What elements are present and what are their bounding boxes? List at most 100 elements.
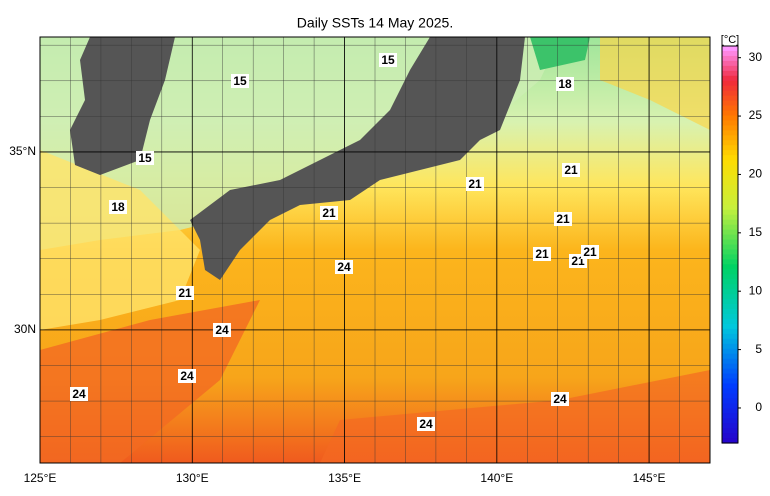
colorbar-cell [722, 353, 738, 360]
colorbar-tick-label: 5 [755, 342, 762, 356]
colorbar-cell [722, 294, 738, 300]
colorbar-cell [722, 299, 738, 305]
contour-label: 18 [111, 200, 125, 214]
colorbar-tick-label: 15 [749, 225, 763, 239]
colorbar-label: [°C] [721, 34, 739, 46]
contour-label-bg [379, 53, 397, 67]
colorbar-cell [722, 219, 738, 226]
contour-label: 21 [468, 177, 482, 191]
colorbar-cell [722, 194, 738, 201]
colorbar-cell [722, 110, 738, 117]
colorbar-cell [722, 85, 738, 92]
colorbar-cell [722, 179, 738, 186]
colorbar-tick-label: 25 [749, 108, 763, 122]
contour-label-bg [178, 369, 196, 383]
colorbar-cell [722, 373, 738, 380]
colorbar-cell [722, 65, 738, 72]
colorbar-cell [722, 60, 738, 67]
colorbar-cell [722, 323, 738, 330]
colorbar-cell [722, 175, 738, 181]
x-tick-label: 145°E [633, 471, 666, 485]
colorbar-cell [722, 130, 738, 136]
colorbar-cell [722, 70, 738, 77]
colorbar-cell [722, 383, 738, 390]
colorbar-cell [722, 279, 738, 285]
colorbar-cell [722, 269, 738, 275]
contour-label: 15 [138, 151, 152, 165]
colorbar-cell [722, 160, 738, 166]
colorbar-cell [722, 388, 738, 394]
colorbar-cell [722, 55, 738, 62]
contour-label: 24 [215, 323, 229, 337]
contour-label-bg [70, 387, 88, 401]
colorbar-cell [722, 433, 738, 439]
colorbar-cell [722, 408, 738, 414]
colorbar-cell [722, 413, 738, 419]
contour-label-bg [417, 417, 435, 431]
colorbar-tick-label: 0 [755, 400, 762, 414]
colorbar-cell [722, 204, 738, 211]
contour-label: 21 [535, 247, 549, 261]
colorbar-cell [722, 333, 738, 340]
colorbar-cell [722, 378, 738, 385]
contour-label: 18 [558, 77, 572, 91]
colorbar-cell [722, 264, 738, 270]
colorbar-cell [722, 328, 738, 335]
colorbar-cell [722, 234, 738, 241]
colorbar-cell [722, 423, 738, 429]
contour-label: 24 [180, 369, 194, 383]
x-tick-label: 125°E [24, 471, 57, 485]
contour-label-bg [136, 151, 154, 165]
contour-label: 15 [233, 74, 247, 88]
contour-label: 24 [419, 417, 433, 431]
contour-label: 21 [322, 206, 336, 220]
colorbar-cell [722, 338, 738, 345]
colorbar-cell [722, 254, 738, 260]
colorbar-cell [722, 46, 738, 52]
contour-label-bg [231, 74, 249, 88]
colorbar-cell [722, 259, 738, 265]
contour-label: 24 [337, 260, 351, 274]
land-korea [70, 37, 175, 175]
colorbar-tick-label: 20 [749, 167, 763, 181]
contour-label-bg [556, 77, 574, 91]
y-tick-label: 35°N [9, 144, 36, 158]
colorbar-cell [722, 343, 738, 350]
contour-label-bg [320, 206, 338, 220]
colorbar-cell [722, 368, 738, 375]
contour-label-bg [335, 260, 353, 274]
contour-label: 21 [178, 286, 192, 300]
colorbar-cell [722, 155, 738, 161]
contour-label-bg [551, 392, 569, 406]
map-frame [39, 36, 711, 464]
colorbar-cell [722, 403, 738, 409]
colorbar-cell [722, 170, 738, 176]
colorbar-cell [722, 90, 738, 97]
contour-label-bg [176, 286, 194, 300]
colorbar-cell [722, 363, 738, 370]
colorbar-cell [722, 274, 738, 280]
colorbar-cell [722, 358, 738, 365]
colorbar-cell [722, 184, 738, 191]
colorbar-cell [722, 398, 738, 404]
colorbar-cell [722, 80, 738, 87]
colorbar-cell [722, 284, 738, 290]
contour-label: 21 [583, 245, 597, 259]
title: Daily SSTs 14 May 2025. [297, 15, 453, 31]
colorbar-cell [722, 120, 738, 126]
colorbar-cell [722, 209, 738, 216]
contour-label: 21 [556, 212, 570, 226]
land-japan [190, 37, 525, 280]
colorbar-cell [722, 95, 738, 102]
colorbar-cell [722, 140, 738, 146]
colorbar-cell [722, 125, 738, 131]
contour-label: 24 [72, 387, 86, 401]
colorbar-cell [722, 309, 738, 315]
colorbar-cell [722, 428, 738, 434]
colorbar-tick-label: 10 [749, 283, 763, 297]
colorbar-tick-label: 30 [749, 50, 763, 64]
colorbar-cell [722, 249, 738, 256]
contour-label-bg [562, 163, 580, 177]
colorbar-cell [722, 189, 738, 196]
